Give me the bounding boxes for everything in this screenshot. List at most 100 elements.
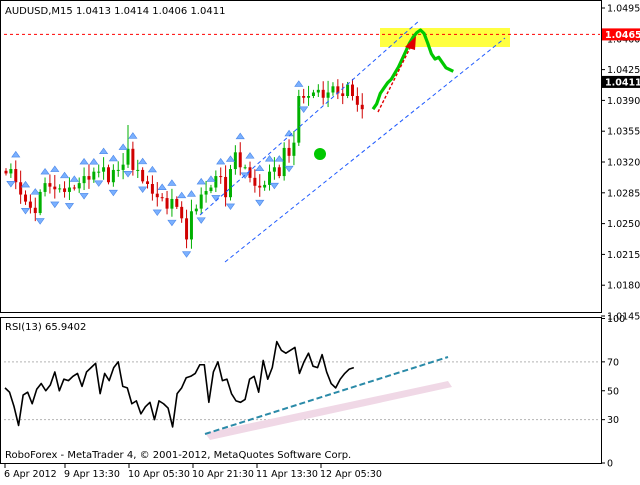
fractal-arrow	[108, 154, 118, 162]
price-axis-tick-label: 1.0355	[607, 127, 640, 138]
candle-body	[297, 96, 301, 143]
fractal-arrow	[255, 199, 265, 207]
fractal-arrow	[157, 183, 167, 190]
fractal-arrow	[211, 195, 221, 202]
candle-body	[341, 93, 345, 96]
fractal-arrow	[147, 165, 157, 173]
candle-body	[204, 191, 208, 195]
candle-body	[331, 86, 335, 93]
fractal-arrow	[123, 171, 133, 178]
candle-body	[282, 147, 286, 177]
price-label-text: 1.0411	[605, 77, 640, 88]
candle-body	[321, 89, 325, 98]
candle-body	[28, 201, 32, 208]
candle-body	[38, 191, 42, 214]
fractal-arrow	[20, 208, 31, 215]
candle-body	[268, 171, 272, 185]
candle-body	[311, 92, 315, 96]
price-panel-frame	[0, 0, 602, 313]
candle-body	[48, 183, 52, 187]
fractal-arrow	[79, 157, 89, 165]
candle-body	[72, 187, 76, 189]
fractal-arrow	[50, 201, 60, 209]
fractal-arrow	[255, 164, 265, 172]
candle-body	[87, 176, 91, 180]
fractal-arrow	[181, 251, 192, 258]
fractal-arrow	[225, 203, 236, 211]
candle-body	[277, 167, 281, 177]
price-label-box	[602, 28, 640, 41]
fractal-arrow	[50, 165, 60, 172]
candle-body	[53, 186, 57, 190]
candle-body	[155, 193, 159, 198]
fractal-arrow	[6, 181, 16, 188]
fractal-arrow	[89, 158, 99, 165]
fractal-arrow	[152, 209, 162, 217]
fractal-arrow	[269, 182, 279, 190]
time-axis-tick-label: 12 Apr 05:30	[320, 469, 382, 480]
candle-body	[287, 147, 291, 156]
price-label-text: 1.0465	[605, 30, 640, 41]
fractal-arrow	[108, 189, 118, 197]
forecast-line	[371, 28, 454, 111]
fractal-arrow	[138, 186, 148, 193]
fractal-arrow	[264, 155, 275, 162]
fractal-arrow	[30, 188, 40, 195]
candle-body	[316, 89, 320, 93]
fractal-arrow	[235, 132, 245, 140]
fractal-arrow	[64, 203, 75, 210]
forecast-start-dot	[314, 148, 326, 160]
candle-body	[189, 211, 193, 240]
time-axis-tick-label: 11 Apr 13:30	[256, 469, 318, 480]
channel-lower-line	[224, 37, 506, 263]
candle-body	[82, 176, 86, 184]
rsi-trendline	[204, 356, 449, 435]
fractal-arrow	[94, 180, 104, 187]
watermark: RoboForex - MetaTrader 4, © 2001-2012, M…	[5, 450, 351, 461]
fractal-arrow	[216, 157, 226, 165]
candle-body	[194, 208, 198, 212]
fractal-arrow	[206, 175, 216, 182]
forecast-arrow-head	[405, 36, 416, 50]
fractal-arrow	[79, 193, 89, 200]
candle-body	[19, 182, 23, 195]
candle-body	[272, 167, 276, 172]
rsi-axis-tick-label: 70	[607, 357, 619, 368]
candle-body	[355, 96, 359, 105]
candle-body	[43, 183, 47, 192]
candle-body	[160, 197, 164, 199]
rsi-axis-tick-label: 100	[607, 314, 625, 325]
candle-body	[185, 218, 189, 240]
fractal-arrow	[196, 217, 206, 224]
annotations-back-layer	[380, 28, 510, 47]
time-axis-tick-label: 9 Apr 13:30	[64, 469, 120, 480]
fractal-arrow	[167, 219, 177, 227]
candle-body	[102, 167, 106, 172]
rsi-layer	[4, 340, 600, 440]
resistance-zone	[380, 28, 510, 47]
rsi-trendline-shadow	[205, 381, 452, 440]
price-axis-tick-label: 1.0425	[607, 65, 640, 76]
fractal-arrow	[20, 180, 31, 188]
candle-body	[126, 148, 130, 165]
candle-body	[67, 187, 71, 192]
time-axis-tick-label: 6 Apr 2012	[4, 469, 57, 480]
fractal-arrow	[118, 143, 128, 150]
price-axis-tick-label: 1.0390	[607, 96, 640, 107]
candle-body	[136, 169, 140, 171]
candle-body	[214, 176, 218, 188]
price-label-box	[602, 75, 640, 88]
candle-body	[346, 84, 350, 96]
candle-body	[233, 152, 237, 170]
fractal-arrow	[299, 106, 309, 113]
candle-body	[175, 198, 179, 207]
fractal-arrow	[138, 157, 148, 165]
price-axis-tick-label: 1.0495	[607, 4, 640, 15]
candle-body	[165, 198, 169, 209]
fractal-arrow	[196, 177, 206, 185]
candle-body	[238, 152, 242, 168]
candle-body	[199, 194, 203, 209]
